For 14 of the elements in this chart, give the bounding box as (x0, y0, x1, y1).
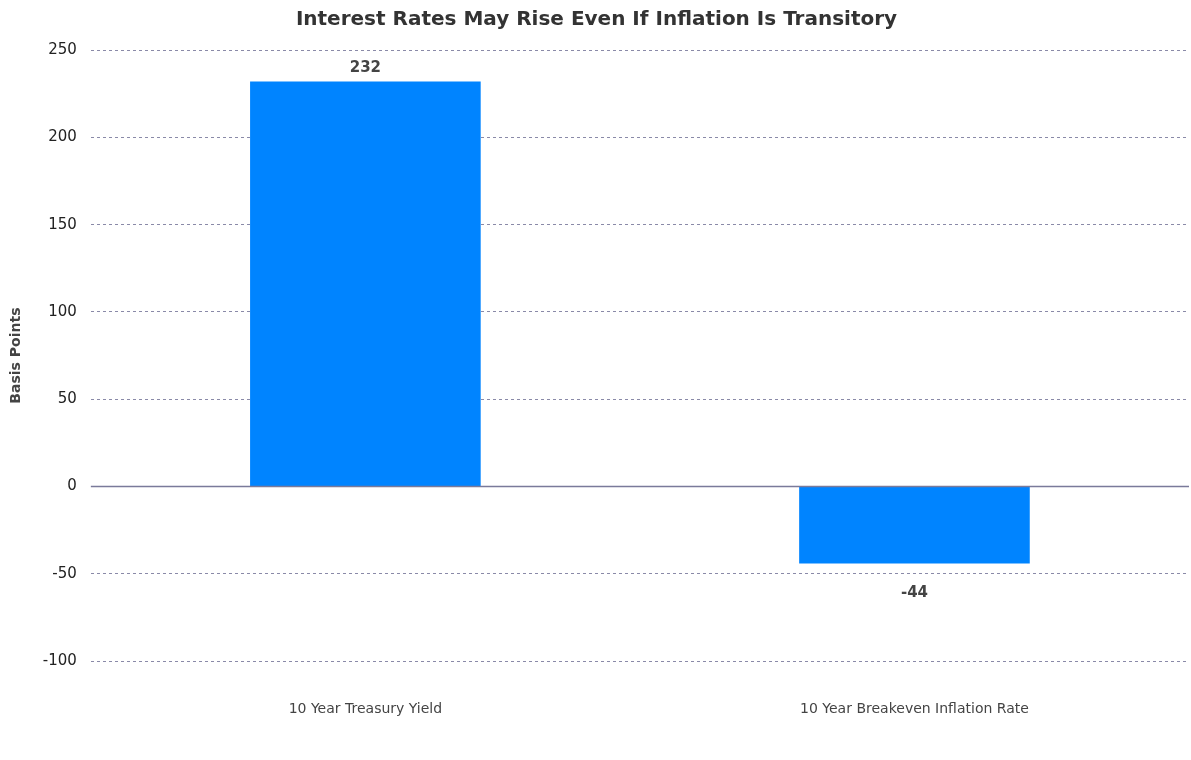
chart-title: Interest Rates May Rise Even If Inflation Is Transitory (295, 6, 898, 31)
y-tick-label: -100 (42, 651, 77, 670)
y-axis-title: Basis Points (7, 307, 24, 404)
x-tick-label: 10 Year Breakeven Inflation Rate (800, 700, 1029, 717)
y-tick-label: 200 (48, 127, 77, 146)
y-tick-label: 150 (48, 214, 77, 233)
y-tick-label: -50 (52, 563, 77, 582)
y-tick-label: 100 (48, 301, 77, 320)
y-tick-label: 50 (57, 389, 77, 408)
y-tick-label: 250 (48, 39, 77, 58)
y-tick-label: 0 (67, 476, 77, 495)
x-tick-label: 10 Year Treasury Yield (288, 700, 443, 717)
data-label: 232 (349, 57, 382, 76)
data-label: -44 (900, 582, 929, 601)
